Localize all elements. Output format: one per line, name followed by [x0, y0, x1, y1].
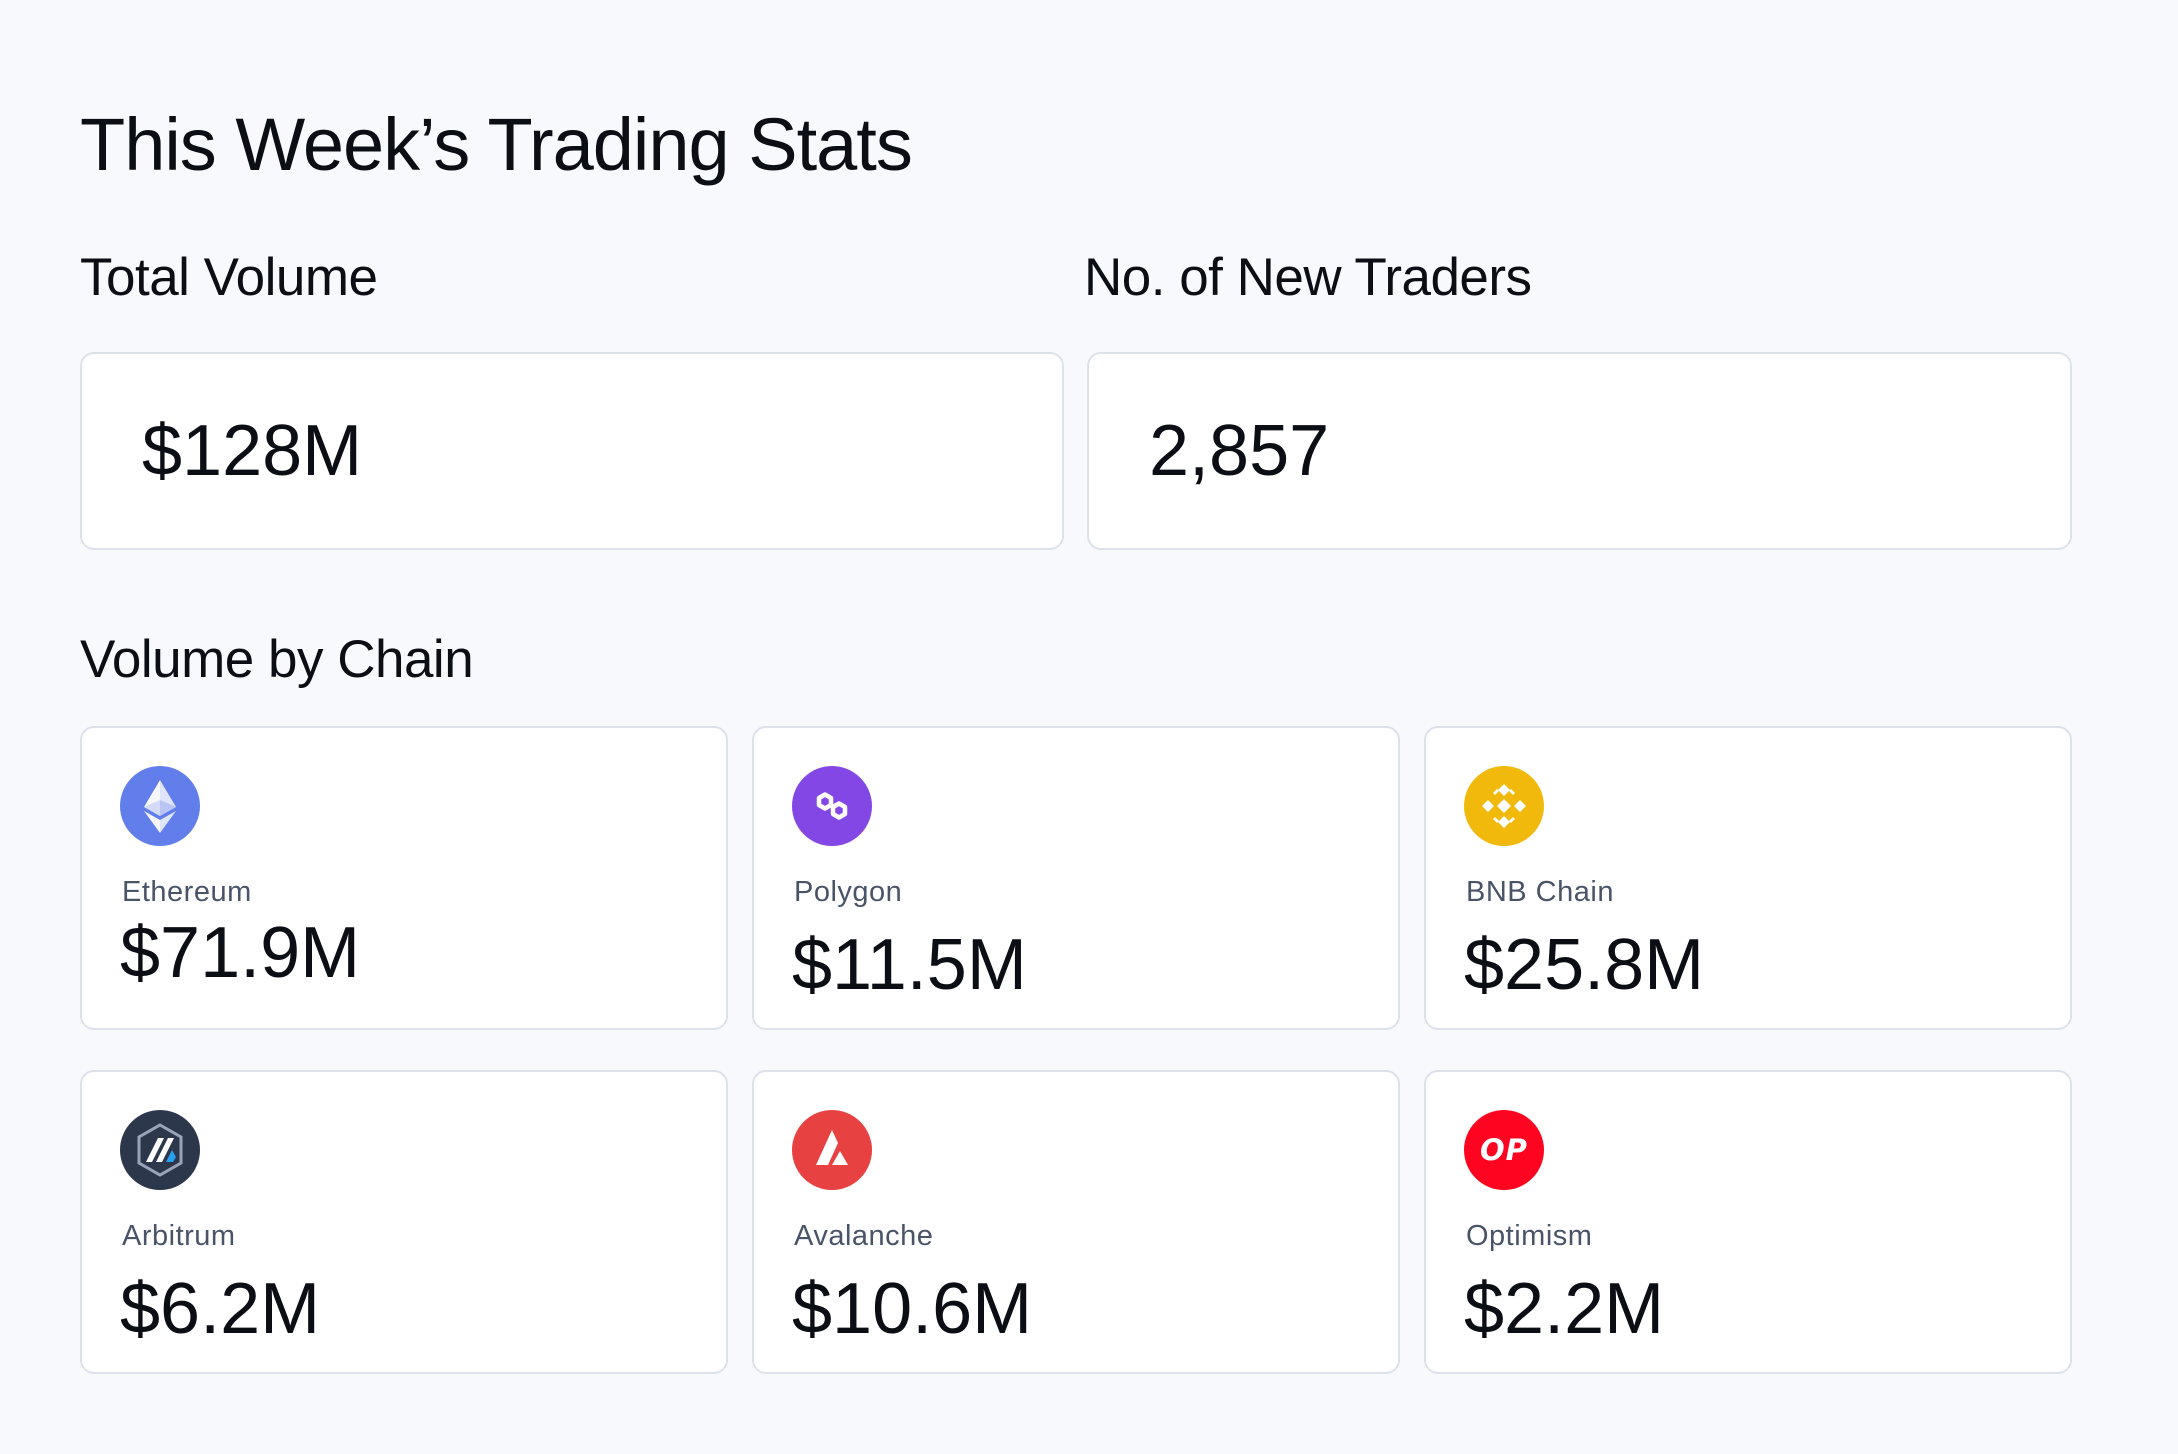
chain-card-polygon: Polygon $11.5M	[752, 726, 1400, 1030]
optimism-icon-text: OP	[1480, 1133, 1528, 1167]
chain-card-avalanche: Avalanche $10.6M	[752, 1070, 1400, 1374]
ethereum-icon	[120, 766, 200, 846]
total-volume-value: $128M	[142, 411, 363, 491]
bnb-chain-icon	[1464, 766, 1544, 846]
chain-name-ethereum: Ethereum	[122, 876, 252, 908]
new-traders-label: No. of New Traders	[1084, 248, 1532, 307]
optimism-icon: OP	[1464, 1110, 1544, 1190]
chain-value-optimism: $2.2M	[1464, 1269, 1665, 1349]
chain-value-polygon: $11.5M	[792, 925, 1027, 1005]
chain-name-polygon: Polygon	[794, 876, 903, 908]
avalanche-icon	[792, 1110, 872, 1190]
chain-card-arbitrum: Arbitrum $6.2M	[80, 1070, 728, 1374]
new-traders-value: 2,857	[1149, 411, 1330, 491]
volume-by-chain-label: Volume by Chain	[80, 630, 474, 689]
chain-name-optimism: Optimism	[1466, 1220, 1593, 1252]
chain-card-optimism: OP Optimism $2.2M	[1424, 1070, 2072, 1374]
chain-value-bnb-chain: $25.8M	[1464, 925, 1705, 1005]
polygon-icon	[792, 766, 872, 846]
chain-card-bnb-chain: BNB Chain $25.8M	[1424, 726, 2072, 1030]
arbitrum-icon	[120, 1110, 200, 1190]
chain-card-ethereum: Ethereum $71.9M	[80, 726, 728, 1030]
chain-value-ethereum: $71.9M	[120, 913, 361, 993]
total-volume-card: $128M	[80, 352, 1064, 550]
chain-value-arbitrum: $6.2M	[120, 1269, 321, 1349]
chain-value-avalanche: $10.6M	[792, 1269, 1033, 1349]
chain-name-bnb-chain: BNB Chain	[1466, 876, 1614, 908]
page-title: This Week’s Trading Stats	[80, 103, 913, 186]
chain-name-avalanche: Avalanche	[794, 1220, 934, 1252]
new-traders-card: 2,857	[1087, 352, 2072, 550]
chain-name-arbitrum: Arbitrum	[122, 1220, 236, 1252]
total-volume-label: Total Volume	[80, 248, 378, 307]
